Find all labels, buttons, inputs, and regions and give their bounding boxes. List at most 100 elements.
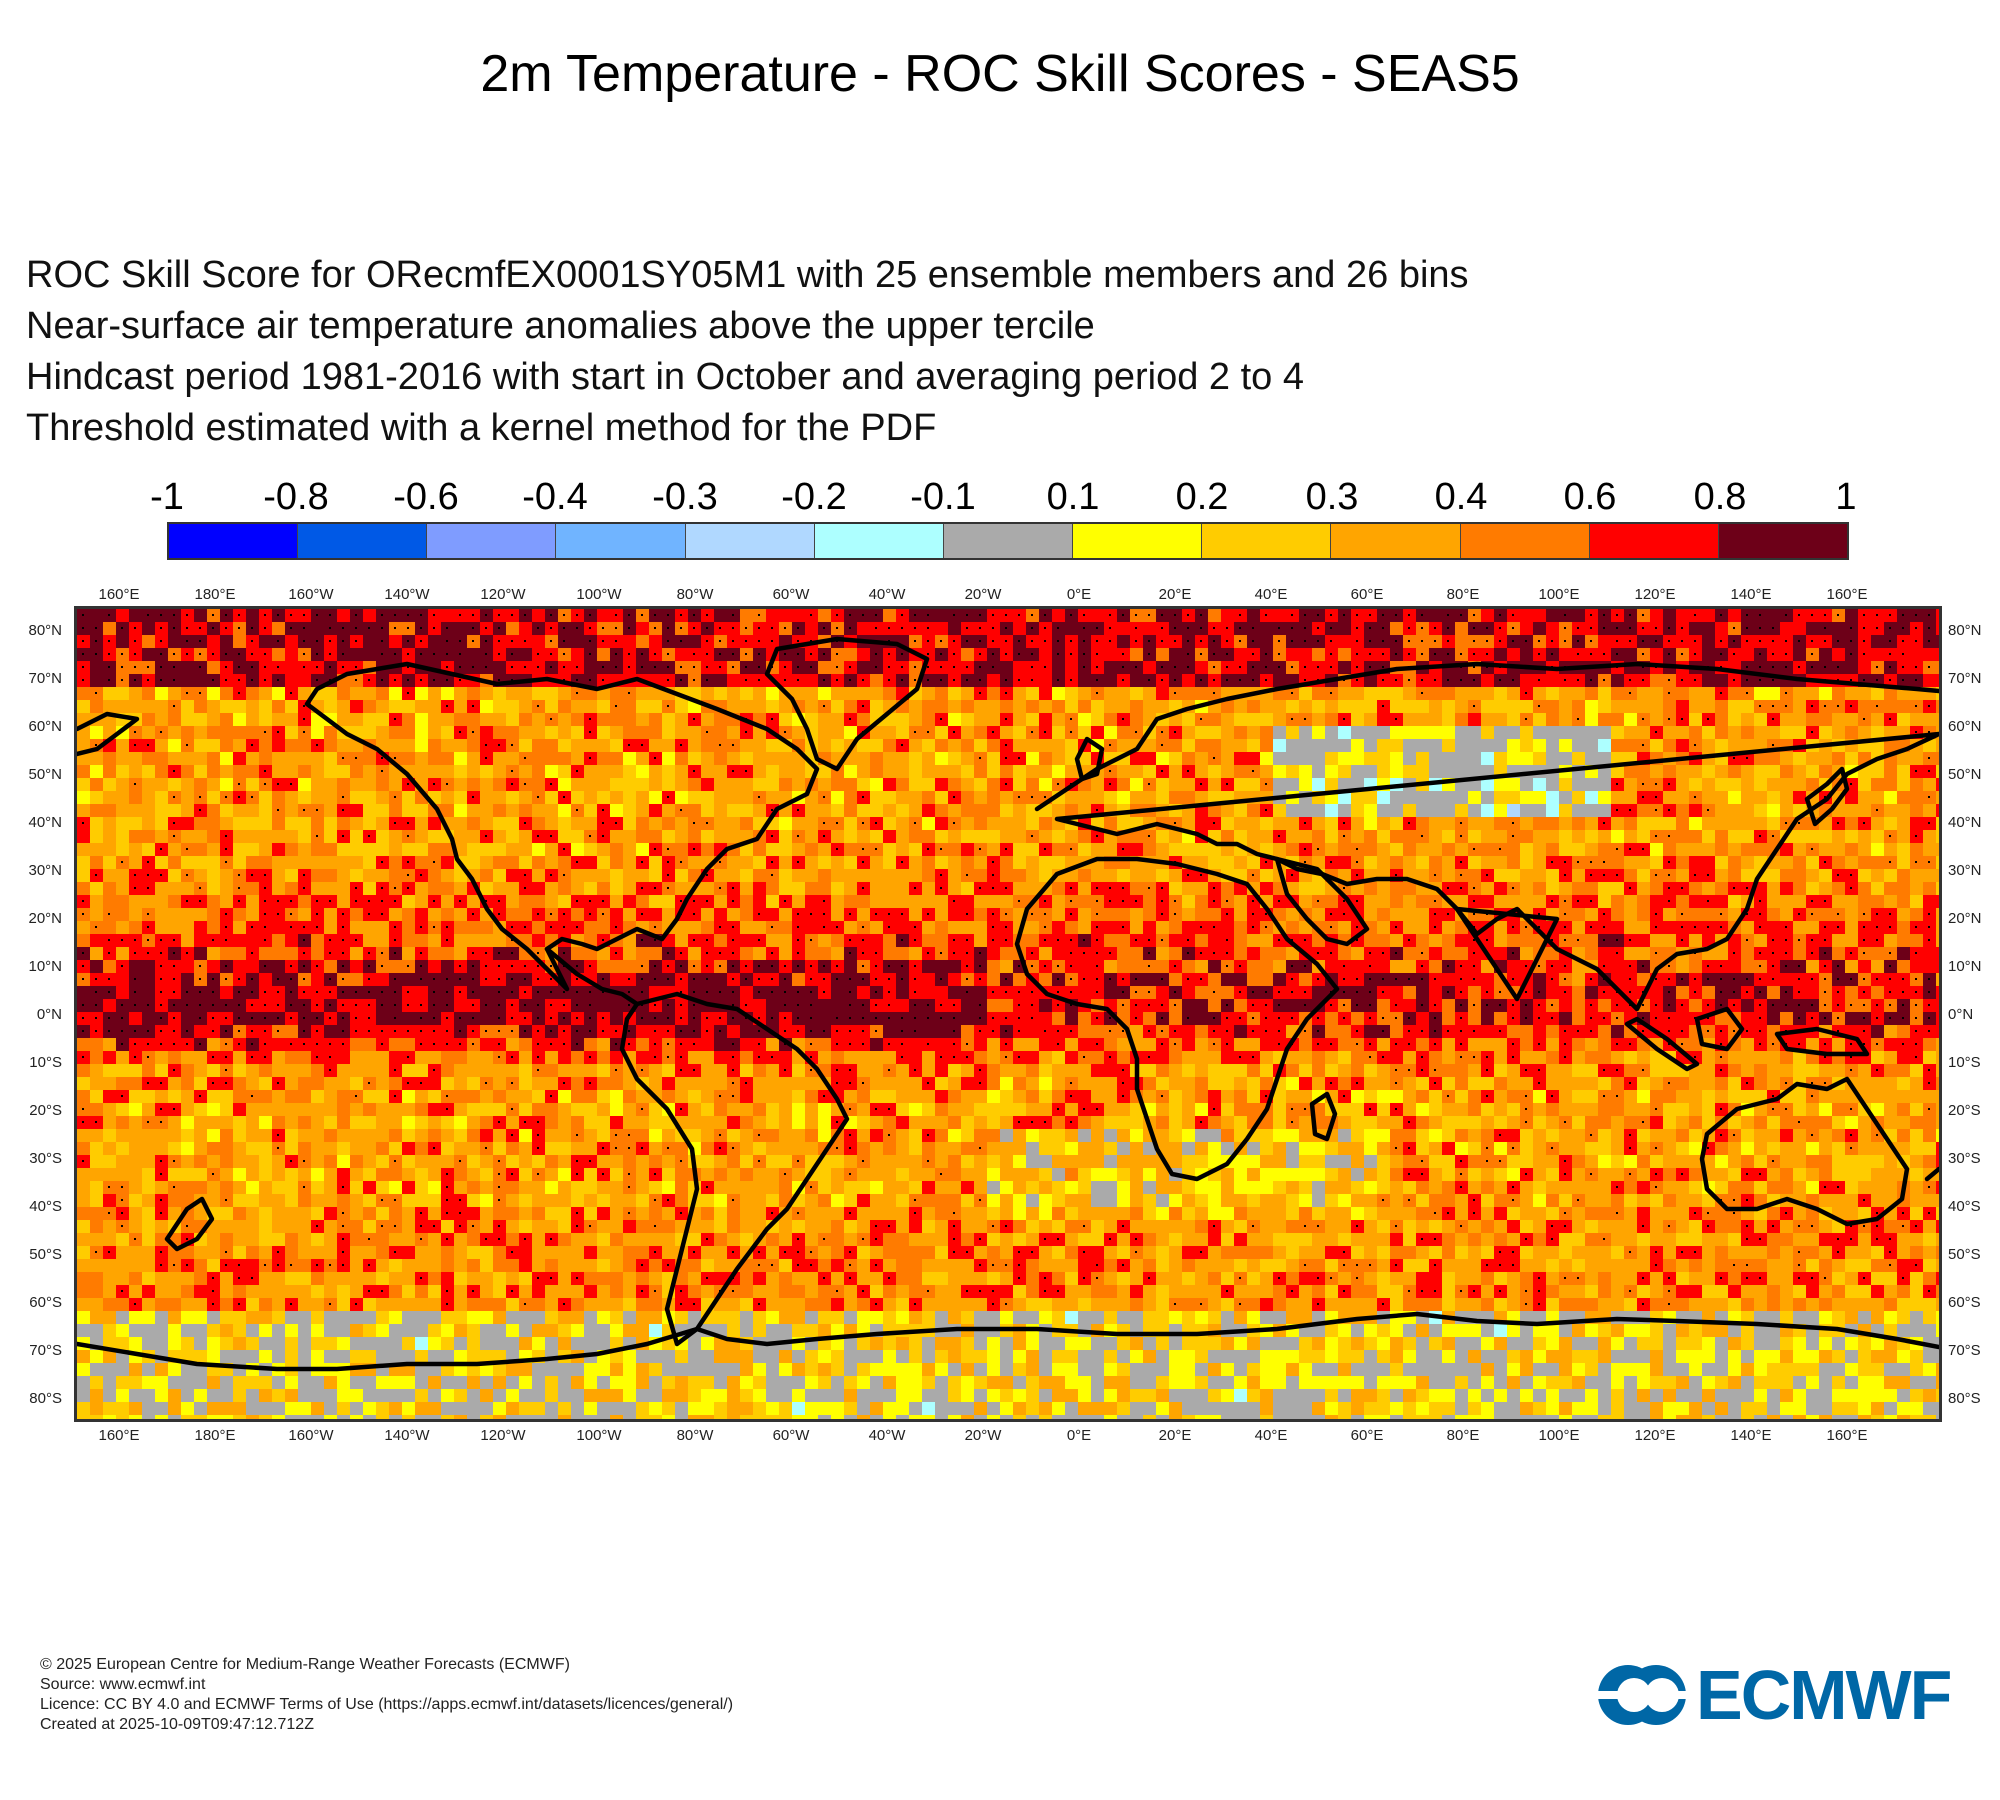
skill-cell: [1299, 726, 1313, 740]
skill-cell: [1676, 700, 1690, 714]
skill-cell: [1533, 622, 1547, 636]
skill-cell: [519, 856, 533, 870]
skill-cell: [1767, 765, 1781, 779]
skill-cell: [623, 817, 637, 831]
skill-cell: [363, 765, 377, 779]
skill-cell: [701, 687, 715, 701]
skill-cell: [532, 778, 546, 792]
skill-cell: [1026, 752, 1040, 766]
skill-cell: [1793, 778, 1807, 792]
skill-cell: [285, 882, 299, 896]
skill-cell: [1377, 687, 1391, 701]
skill-cell: [1039, 687, 1053, 701]
skill-cell: [1182, 817, 1196, 831]
skill-cell: [974, 830, 988, 844]
skill-cell: [1312, 934, 1326, 948]
colorbar-label: -0.3: [652, 476, 718, 518]
skill-cell: [1052, 713, 1066, 727]
skill-cell: [714, 687, 728, 701]
skill-cell: [1715, 947, 1729, 961]
skill-cell: [1585, 739, 1599, 753]
skill-cell: [961, 791, 975, 805]
skill-cell: [1000, 830, 1014, 844]
colorbar-label: 0.6: [1563, 476, 1617, 518]
skill-cell: [1923, 713, 1937, 727]
skill-cell: [1065, 804, 1079, 818]
skill-cell: [1845, 921, 1859, 935]
skill-cell: [1429, 934, 1443, 948]
skill-cell: [1507, 791, 1521, 805]
skill-cell: [662, 778, 676, 792]
skill-cell: [506, 752, 520, 766]
skill-cell: [272, 921, 286, 935]
skill-cell: [1572, 700, 1586, 714]
skill-cell: [532, 765, 546, 779]
skill-cell: [350, 778, 364, 792]
skill-cell: [974, 817, 988, 831]
skill-cell: [1494, 934, 1508, 948]
skill-cell: [623, 700, 637, 714]
skill-cell: [1442, 726, 1456, 740]
skill-cell: [740, 804, 754, 818]
skill-cell: [1247, 856, 1261, 870]
skill-cell: [1871, 882, 1885, 896]
skill-cell: [402, 921, 416, 935]
skill-cell: [1052, 739, 1066, 753]
skill-cell: [376, 791, 390, 805]
skill-cell: [597, 700, 611, 714]
lat-label: 70°S: [29, 1342, 62, 1359]
lon-label: 60°E: [1350, 1427, 1384, 1444]
skill-cell: [1650, 674, 1664, 688]
skill-cell: [90, 700, 104, 714]
skill-cell: [1767, 791, 1781, 805]
skill-cell: [1702, 622, 1716, 636]
skill-cell: [1078, 830, 1092, 844]
skill-cell: [1845, 609, 1859, 623]
skill-cell: [1689, 856, 1703, 870]
skill-cell: [415, 726, 429, 740]
skill-cell: [961, 921, 975, 935]
skill-cell: [1481, 726, 1495, 740]
skill-cell: [1884, 687, 1898, 701]
skill-cell: [155, 908, 169, 922]
skill-cell: [1104, 700, 1118, 714]
skill-cell: [1221, 739, 1235, 753]
skill-cell: [649, 947, 663, 961]
skill-cell: [636, 700, 650, 714]
skill-cell: [350, 973, 364, 987]
skill-cell: [909, 791, 923, 805]
skill-cell: [155, 830, 169, 844]
skill-cell: [311, 947, 325, 961]
skill-cell: [1429, 804, 1443, 818]
skill-cell: [1728, 778, 1742, 792]
skill-cell: [181, 726, 195, 740]
skill-cell: [1455, 739, 1469, 753]
skill-cell: [1364, 882, 1378, 896]
skill-cell: [1871, 791, 1885, 805]
skill-cell: [1845, 830, 1859, 844]
skill-cell: [922, 778, 936, 792]
skill-cell: [1468, 713, 1482, 727]
skill-cell: [649, 739, 663, 753]
skill-cell: [337, 687, 351, 701]
skill-cell: [1299, 778, 1313, 792]
skill-cell: [935, 609, 949, 623]
skill-cell: [1585, 713, 1599, 727]
skill-cell: [1806, 778, 1820, 792]
skill-cell: [532, 739, 546, 753]
skill-cell: [1884, 791, 1898, 805]
skill-cell: [896, 921, 910, 935]
skill-cell: [935, 856, 949, 870]
skill-cell: [857, 830, 871, 844]
skill-cell: [480, 791, 494, 805]
skill-cell: [1026, 934, 1040, 948]
skill-cell: [831, 934, 845, 948]
skill-cell: [1728, 934, 1742, 948]
skill-cell: [376, 973, 390, 987]
skill-cell: [1364, 817, 1378, 831]
skill-cell: [428, 739, 442, 753]
skill-cell: [519, 687, 533, 701]
skill-cell: [1416, 895, 1430, 909]
skill-cell: [1468, 765, 1482, 779]
skill-cell: [441, 765, 455, 779]
